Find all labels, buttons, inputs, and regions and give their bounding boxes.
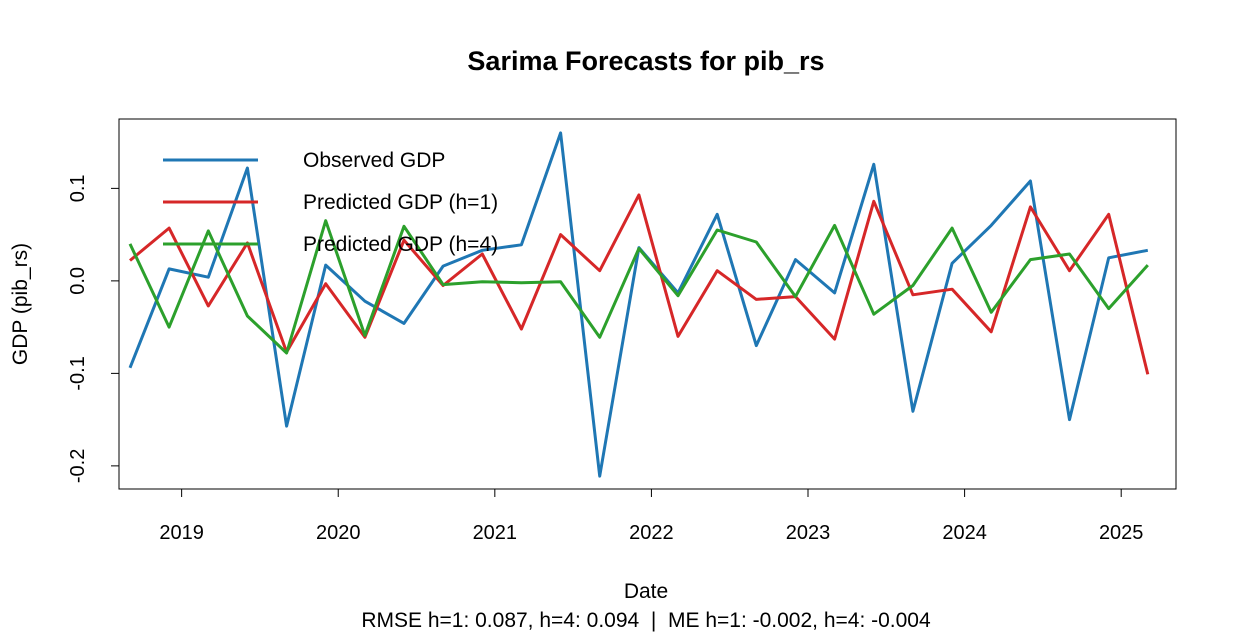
- series-layer: [128, 131, 1150, 478]
- x-axis: 2019 2020 2021 2022 2023 2024 2025: [159, 488, 1144, 544]
- y-axis-label: GDP (pib_rs): [9, 243, 32, 365]
- series-line-2: [129, 193, 1150, 375]
- metrics-subtitle: RMSE h=1: 0.087, h=4: 0.094 | ME h=1: -0…: [361, 609, 931, 632]
- y-tick-label: -0.2: [67, 449, 89, 483]
- x-tick-label: 2023: [786, 522, 831, 544]
- x-tick-label: 2022: [629, 522, 674, 544]
- y-tick-label: 0.0: [67, 267, 89, 295]
- x-axis-label: Date: [624, 580, 668, 603]
- x-tick-label: 2019: [159, 522, 204, 544]
- plot-frame: [118, 118, 1177, 490]
- legend-label-1: Observed GDP: [303, 149, 445, 172]
- series-line-3: [128, 219, 1149, 355]
- series-line-1: [128, 131, 1149, 478]
- y-tick-label: 0.1: [67, 174, 89, 202]
- x-tick-label: 2025: [1099, 522, 1144, 544]
- x-tick-label: 2024: [942, 522, 987, 544]
- legend-label-3: Predicted GDP (h=4): [303, 233, 498, 256]
- y-axis: -0.2 -0.1 0.0 0.1: [67, 174, 120, 483]
- legend: Observed GDP Predicted GDP (h=1) Predicted…: [163, 149, 498, 256]
- x-tick-label: 2020: [316, 522, 361, 544]
- legend-label-2: Predicted GDP (h=1): [303, 191, 498, 214]
- x-tick-label: 2021: [473, 522, 518, 544]
- chart-title: Sarima Forecasts for pib_rs: [467, 46, 824, 76]
- y-tick-label: -0.1: [67, 356, 89, 390]
